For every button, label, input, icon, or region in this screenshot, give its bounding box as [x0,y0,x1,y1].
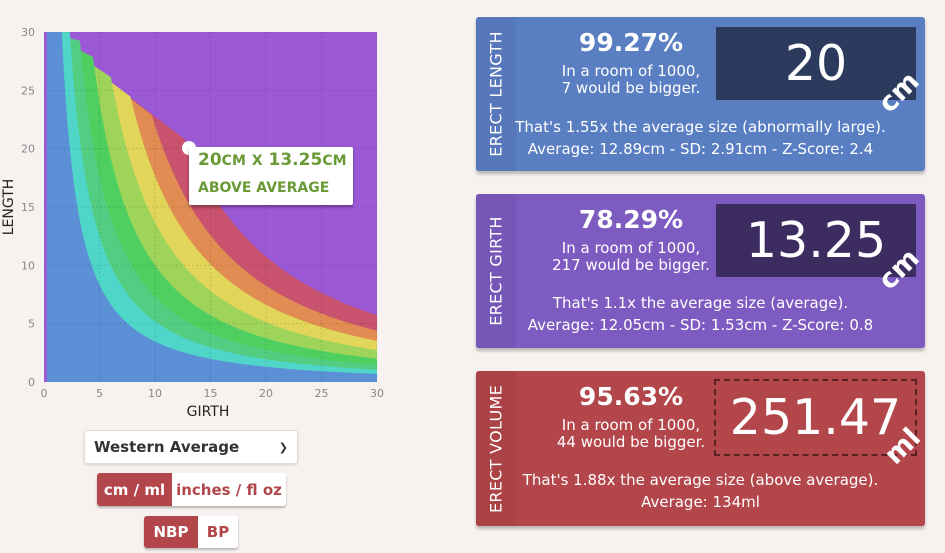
value-box[interactable]: 251.47 [714,379,917,456]
card-side-label: ERECT GIRTH [476,194,516,348]
summary-line-2: Average: 12.89cm - SD: 2.91cm - Z-Score:… [527,140,874,158]
summary-line-2: Average: 12.05cm - SD: 1.53cm - Z-Score:… [527,316,874,334]
x-axis-title: GIRTH [187,404,230,420]
room-line-1: In a room of 1000, [561,239,701,257]
x-tick-label: 20 [259,387,273,400]
erect-length-card: ERECT LENGTH 99.27% In a room of 1000, 7… [476,17,925,171]
chart-band [44,32,377,382]
value-box[interactable]: 13.25 [716,204,916,277]
nbp-button[interactable]: NBP [144,516,198,548]
summary-line-1: That's 1.88x the average size (above ave… [522,471,879,489]
region-select-value: Western Average [94,438,240,456]
x-tick-label: 10 [148,387,162,400]
value-box[interactable]: 20 [716,27,916,100]
y-tick-label: 15 [21,201,35,214]
chart-band [44,32,377,382]
erect-girth-card: ERECT GIRTH 78.29% In a room of 1000, 21… [476,194,925,348]
room-line-2: 7 would be bigger. [561,79,701,97]
tooltip-size: 20CM X 13.25CM [198,150,347,170]
tooltip-size-text: 20CM X 13.25CM [198,150,347,170]
x-tick-label: 30 [370,387,384,400]
region-select[interactable]: Western Average ❯ [84,430,298,464]
value: 20 [784,35,848,92]
chevron-down-icon: ❯ [278,440,288,454]
y-tick-label: 5 [28,318,35,331]
summary-line-2: Average: 134ml [641,493,760,511]
chart-tooltip: 20CM X 13.25CM ABOVE AVERAGE [189,147,353,205]
y-tick-label: 0 [28,376,35,389]
units-metric-button[interactable]: cm / ml [97,473,172,506]
tooltip-category: ABOVE AVERAGE [198,180,330,196]
room-line-2: 44 would be bigger. [556,433,706,451]
units-imperial-button[interactable]: inches / fl oz [172,473,286,506]
percentile: 95.63% [578,382,684,411]
y-tick-label: 30 [21,26,35,39]
measure-mode-toggle[interactable]: NBP BP [144,516,238,548]
room-line-1: In a room of 1000, [561,62,701,80]
y-tick-label: 20 [21,143,35,156]
summary-line-1: That's 1.55x the average size (abnormall… [515,118,886,136]
card-side-label: ERECT LENGTH [476,17,516,171]
units-toggle[interactable]: cm / ml inches / fl oz [97,473,286,506]
value: 251.47 [729,389,902,446]
x-tick-label: 15 [204,387,218,400]
y-tick-label: 25 [21,84,35,97]
size-chart[interactable]: 0 5 10 15 20 25 30 0 5 10 15 20 25 30 GIRTH LENGTH [0,0,400,430]
x-tick-label: 0 [41,387,48,400]
y-tick-label: 10 [21,259,35,272]
card-side-label: ERECT VOLUME [476,371,516,526]
chart-band [44,32,47,382]
room-line-2: 217 would be bigger. [552,256,710,274]
bp-button[interactable]: BP [198,516,238,548]
x-tick-label: 5 [96,387,103,400]
percentile: 99.27% [578,28,684,57]
room-line-1: In a room of 1000, [561,416,701,434]
summary-line-1: That's 1.1x the average size (average). [552,294,849,312]
y-axis-title: LENGTH [1,179,17,236]
x-tick-label: 25 [315,387,329,400]
percentile: 78.29% [578,205,684,234]
value: 13.25 [745,212,887,269]
erect-volume-card: ERECT VOLUME 95.63% In a room of 1000, 4… [476,371,925,526]
